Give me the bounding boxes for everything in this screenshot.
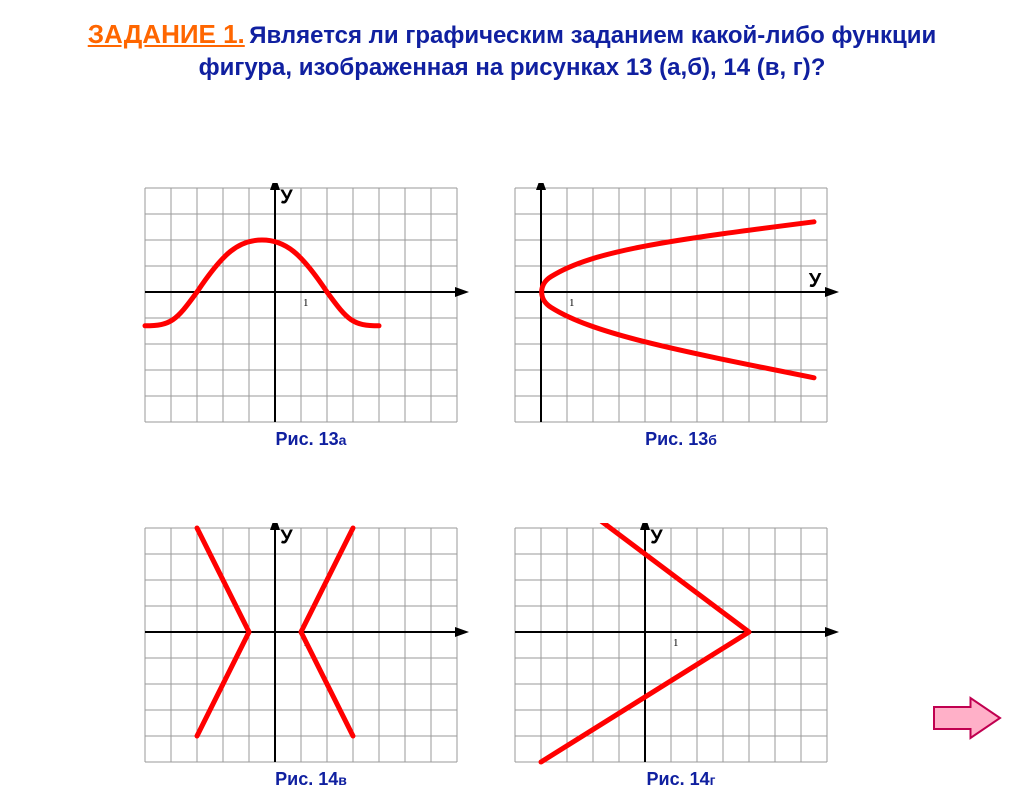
chart-13b: 1 У Рис. 13б [510, 183, 852, 450]
svg-text:У: У [809, 270, 822, 292]
svg-text:У: У [650, 527, 663, 549]
svg-text:1: 1 [569, 297, 575, 309]
svg-text:У: У [280, 527, 293, 549]
chart-14v: 1УРис. 14в [140, 523, 482, 790]
chart-caption: Рис. 14г [510, 769, 852, 790]
chart-14g: 1 У Рис. 14г [510, 523, 852, 790]
next-arrow-button[interactable] [932, 696, 1002, 745]
arrow-right-icon [932, 696, 1002, 740]
svg-text:У: У [280, 187, 293, 209]
svg-text:1: 1 [673, 637, 679, 649]
chart-caption: Рис. 14в [140, 769, 482, 790]
svg-text:1: 1 [303, 297, 309, 309]
chart-caption: Рис. 13б [510, 429, 852, 450]
chart-13a: 1 У Рис. 13а [140, 183, 482, 450]
title-block: ЗАДАНИЕ 1. Является ли графическим задан… [0, 0, 1024, 83]
task-label: ЗАДАНИЕ 1. [88, 19, 245, 49]
chart-caption: Рис. 13а [140, 429, 482, 450]
task-text: Является ли графическим заданием какой-л… [199, 22, 937, 81]
